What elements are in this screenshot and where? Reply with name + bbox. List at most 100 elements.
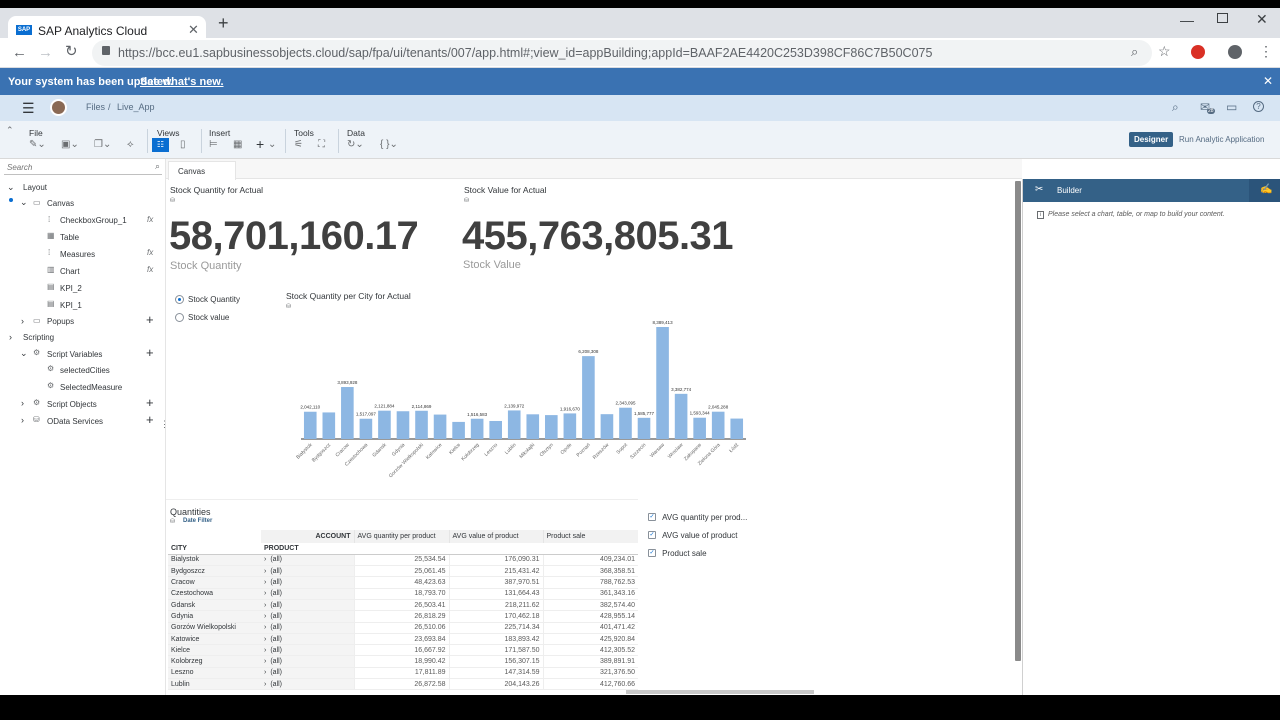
layout-icon[interactable]: ⛶ [318, 139, 325, 150]
bar-15[interactable] [582, 356, 595, 439]
tree-canvas[interactable]: Canvas [47, 199, 75, 208]
reload-icon[interactable]: ↻ [65, 43, 78, 60]
chevron-right-icon[interactable]: › [264, 567, 267, 575]
checkbox-avg-quantity[interactable]: ✓ AVG quantity per prod... [648, 511, 747, 523]
whats-new-link[interactable]: See what's new. [140, 76, 224, 88]
product-cell[interactable]: › (all) [261, 565, 354, 578]
share-icon[interactable]: ⟡ [127, 139, 134, 150]
script-objects-expand-icon[interactable]: › [21, 398, 24, 408]
maximize-icon[interactable] [1217, 13, 1228, 23]
bar-23[interactable] [730, 418, 744, 439]
product-cell[interactable]: › (all) [261, 633, 354, 646]
bar-12[interactable] [526, 414, 540, 439]
table-row[interactable]: Bialystok › (all) 25,534.54 176,090.31 409,23… [168, 554, 638, 567]
bookmark-star-icon[interactable]: ☆ [1158, 43, 1171, 59]
bar-1[interactable] [322, 412, 336, 439]
tree-script-objects[interactable]: Script Objects [47, 400, 97, 409]
bar-5[interactable] [396, 411, 410, 439]
run-analytic-application-button[interactable]: Run Analytic Application [1179, 135, 1265, 144]
chevron-right-icon[interactable]: › [264, 590, 267, 598]
table-row[interactable]: Kielce › (all) 16,667.92 171,587.50 412,305.5… [168, 644, 638, 657]
table-row[interactable]: Kolobrzeg › (all) 18,990.42 156,307.15 389,89… [168, 655, 638, 668]
vertical-scrollbar[interactable] [1015, 181, 1021, 661]
new-tab-icon[interactable]: + [218, 13, 229, 33]
checkbox-product-sale[interactable]: ✓ Product sale [648, 547, 707, 559]
minimize-icon[interactable]: — [1180, 12, 1194, 28]
product-cell[interactable]: › (all) [261, 678, 354, 691]
chevron-right-icon[interactable]: › [264, 624, 267, 632]
add-script-variable-icon[interactable]: + [146, 345, 154, 360]
tree-item-kpi1[interactable]: KPI_1 [60, 301, 82, 310]
scripting-expand-icon[interactable]: › [9, 332, 12, 342]
profile-icon[interactable] [1228, 45, 1242, 59]
url-field[interactable]: https://bcc.eu1.sapbusinessobjects.cloud… [92, 40, 1152, 66]
window-close-icon[interactable]: ✕ [1256, 11, 1268, 27]
table-row[interactable]: Gorzów Wielkopolski › (all) 26,510.06 225,71… [168, 622, 638, 634]
bar-6[interactable] [415, 410, 428, 439]
script-fx-icon[interactable]: fx [147, 248, 154, 257]
horizontal-scrollbar[interactable] [626, 690, 814, 694]
table-widget[interactable]: Quantities ⛁ Date Filter ACCOUNT AVG qua… [166, 499, 638, 691]
bar-8[interactable] [452, 421, 465, 439]
hamburger-menu-icon[interactable]: ☰ [22, 100, 35, 116]
table-row[interactable]: Gdynia › (all) 26,818.29 170,462.18 428,955.1… [168, 610, 638, 623]
table-row[interactable]: Gdansk › (all) 26,503.41 218,211.62 382,574.4… [168, 599, 638, 612]
browser-menu-icon[interactable]: ⋮ [1259, 43, 1273, 59]
bar-18[interactable] [637, 417, 651, 439]
chevron-right-icon[interactable]: › [264, 680, 267, 688]
bar-19[interactable] [656, 327, 669, 439]
product-cell[interactable]: › (all) [261, 599, 354, 612]
save-icon[interactable]: ▣⌄ [61, 139, 79, 150]
bar-2[interactable] [341, 387, 354, 439]
tree-item-measures[interactable]: Measures [60, 250, 96, 259]
tree-var-selectedcities[interactable]: selectedCities [60, 366, 110, 375]
product-cell[interactable]: › (all) [261, 576, 354, 589]
notifications-icon[interactable]: ✉ [1200, 100, 1211, 114]
table-row[interactable]: Leszno › (all) 17,811.89 147,314.59 321,376.5… [168, 667, 638, 680]
chevron-right-icon[interactable]: › [264, 579, 267, 587]
tab-canvas[interactable]: Canvas [168, 161, 236, 180]
col-header-0[interactable]: AVG quantity per product [353, 530, 449, 543]
table-row[interactable]: Katowice › (all) 23,693.84 183,893.42 425,920… [168, 633, 638, 646]
designer-button[interactable]: Designer [1129, 132, 1174, 147]
bar-21[interactable] [693, 417, 706, 439]
bar-9[interactable] [470, 418, 484, 439]
discussions-icon[interactable]: ▭ [1226, 100, 1238, 114]
user-avatar[interactable] [50, 99, 67, 116]
chevron-down-icon[interactable]: ⌄ [268, 139, 277, 150]
collapse-toolbar-icon[interactable]: ⌃ [6, 125, 14, 135]
help-icon[interactable]: ? [1253, 101, 1264, 112]
table-row[interactable]: Cracow › (all) 48,423.63 387,970.51 788,762.5… [168, 576, 638, 589]
tree-item-kpi2[interactable]: KPI_2 [60, 284, 82, 293]
outline-search-input[interactable] [4, 161, 144, 174]
search-icon[interactable]: ⌕ [1172, 100, 1179, 114]
date-filter-token[interactable]: Date Filter [183, 518, 213, 524]
canvas-expand-icon[interactable]: ⌄ [20, 197, 28, 207]
format-painter-icon[interactable]: ⚟ [294, 139, 303, 150]
resize-handle-icon[interactable]: ⋮ [160, 419, 169, 429]
tree-item-chart[interactable]: Chart [60, 267, 80, 276]
chevron-right-icon[interactable]: › [264, 612, 267, 620]
bar-11[interactable] [507, 410, 521, 439]
add-popup-icon[interactable]: + [146, 312, 154, 327]
close-tab-icon[interactable]: ✕ [188, 22, 199, 37]
odata-expand-icon[interactable]: › [21, 415, 24, 425]
script-braces-icon[interactable]: { }⌄ [380, 139, 398, 150]
tree-popups[interactable]: Popups [47, 317, 75, 326]
bar-14[interactable] [563, 413, 577, 439]
script-fx-icon[interactable]: fx [147, 215, 154, 224]
tree-odata-services[interactable]: OData Services [47, 417, 104, 426]
extension-icon[interactable] [1191, 45, 1205, 59]
bar-10[interactable] [489, 420, 502, 439]
refresh-icon[interactable]: ↻⌄ [347, 139, 364, 150]
product-cell[interactable]: › (all) [261, 667, 354, 680]
table-row[interactable]: Czestochowa › (all) 18,793.70 131,664.43 361,… [168, 588, 638, 600]
checkbox-avg-value[interactable]: ✓ AVG value of product [648, 529, 738, 541]
product-cell[interactable]: › (all) [261, 554, 354, 567]
panel-view-icon[interactable]: ▯ [180, 139, 186, 150]
outline-view-icon[interactable]: ☷ [152, 138, 169, 152]
chevron-right-icon[interactable]: › [264, 556, 267, 564]
tree-scripting[interactable]: Scripting [23, 333, 55, 342]
product-cell[interactable]: › (all) [261, 622, 354, 634]
insert-table-icon[interactable]: ▦ [233, 139, 243, 150]
